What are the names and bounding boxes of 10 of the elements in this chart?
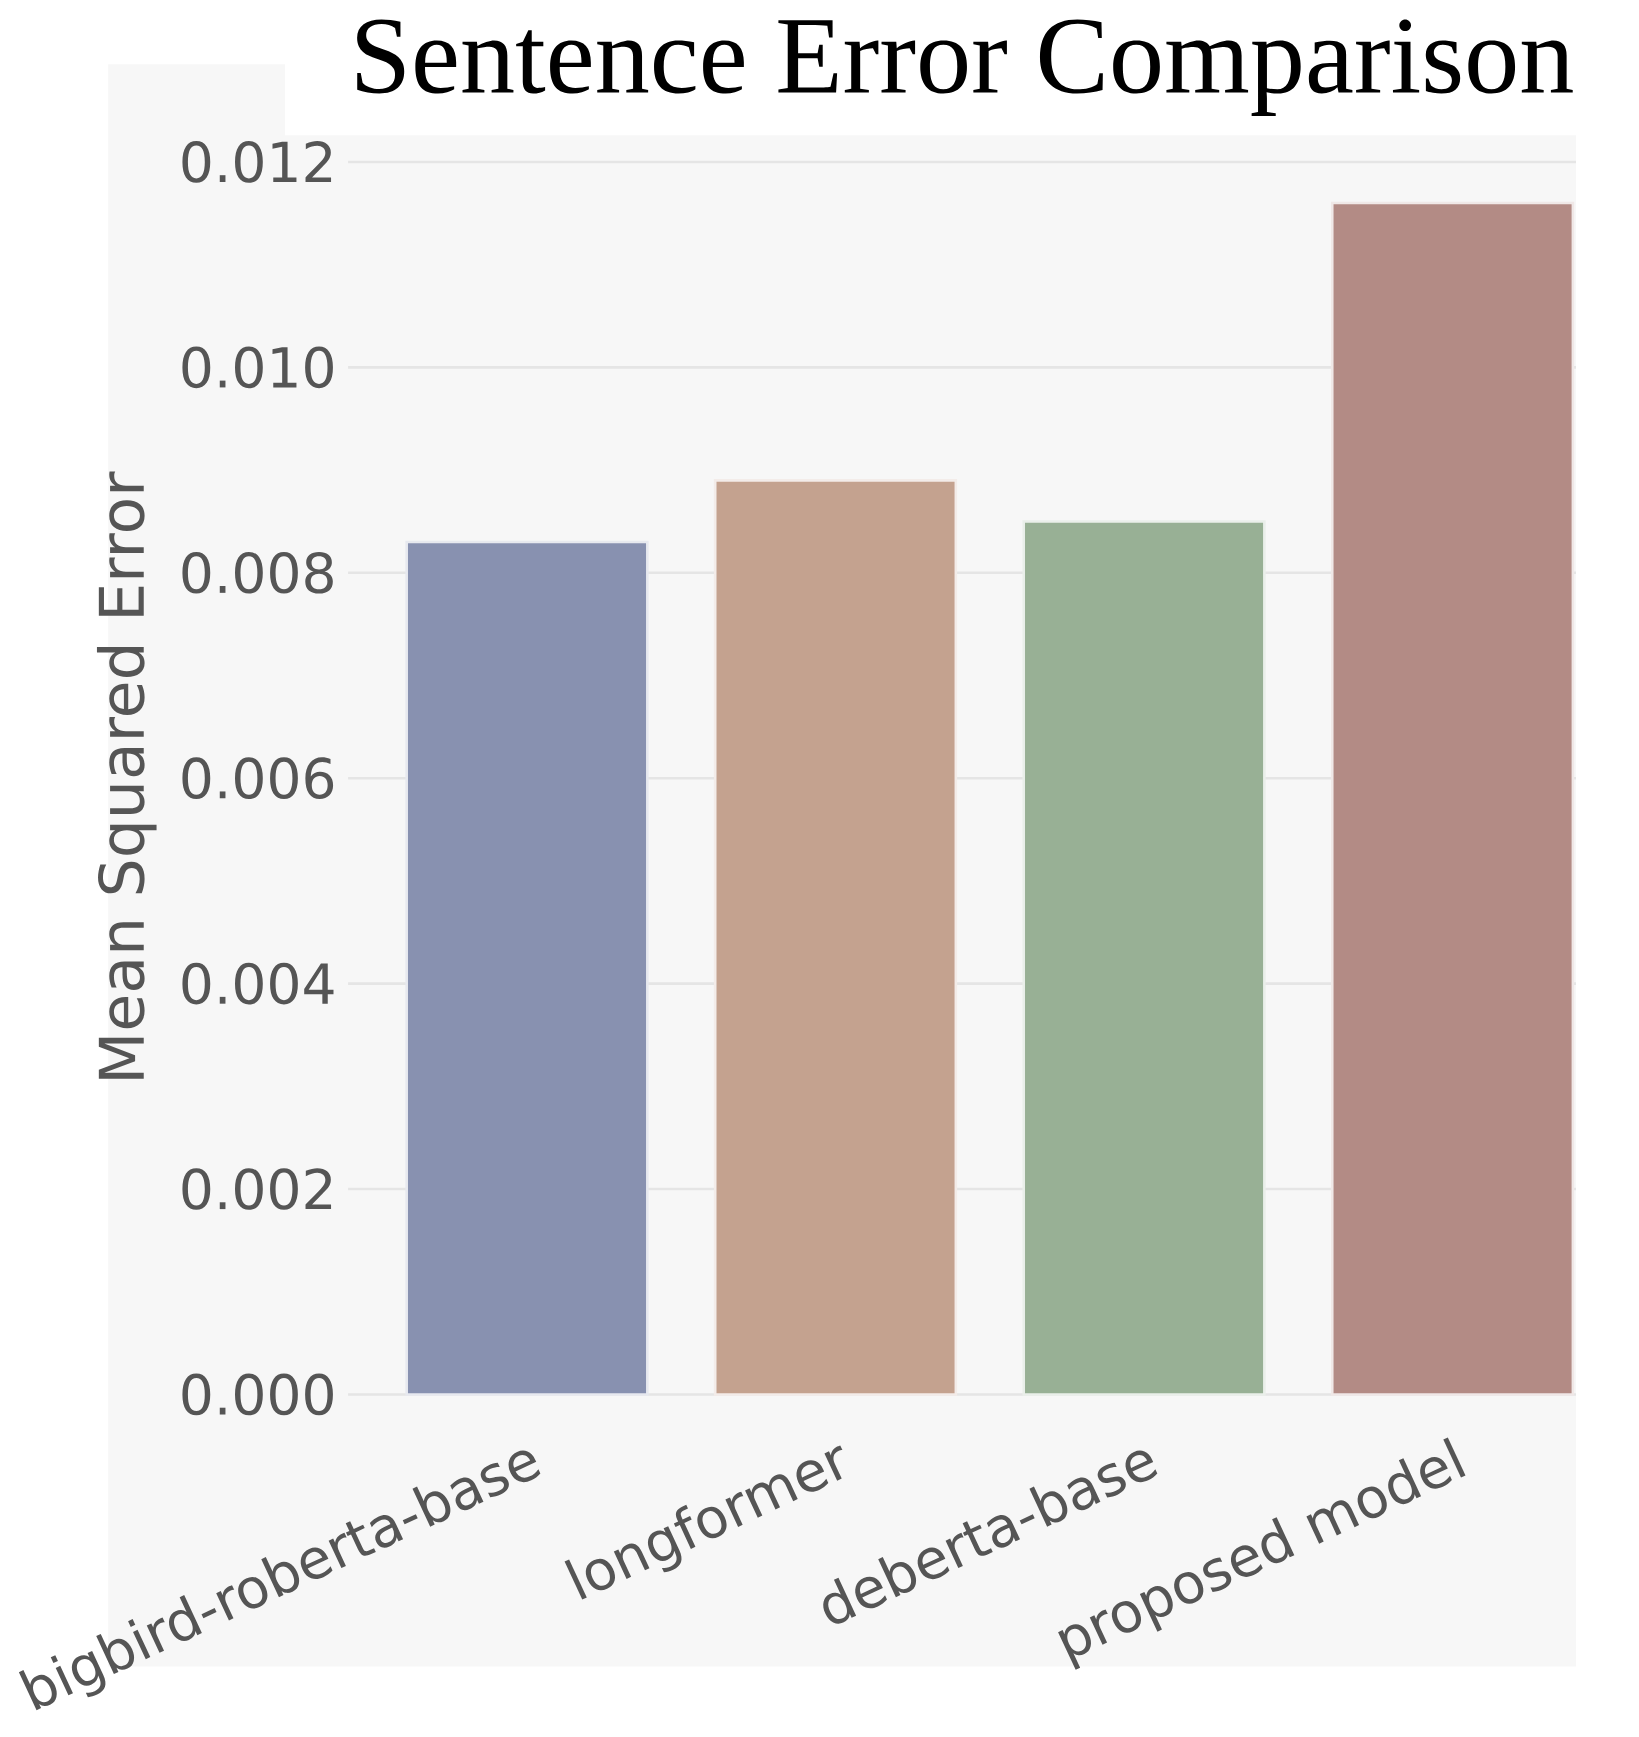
y-tick-label: 0.000 (182, 1373, 333, 1416)
chart-title: Sentence Error Comparison (357, 19, 1573, 116)
y-tick-label: 0.004 (182, 962, 334, 1005)
bar (713, 479, 958, 1396)
y-tick-label: 0.012 (182, 141, 331, 183)
y-tick-label: 0.010 (182, 346, 333, 389)
y-tick-label: 0.002 (182, 1168, 331, 1210)
y-tick-label: 0.006 (182, 757, 334, 800)
y-tick-label: 0.008 (182, 551, 333, 594)
y-axis-title: Mean Squared Error (96, 471, 157, 1079)
